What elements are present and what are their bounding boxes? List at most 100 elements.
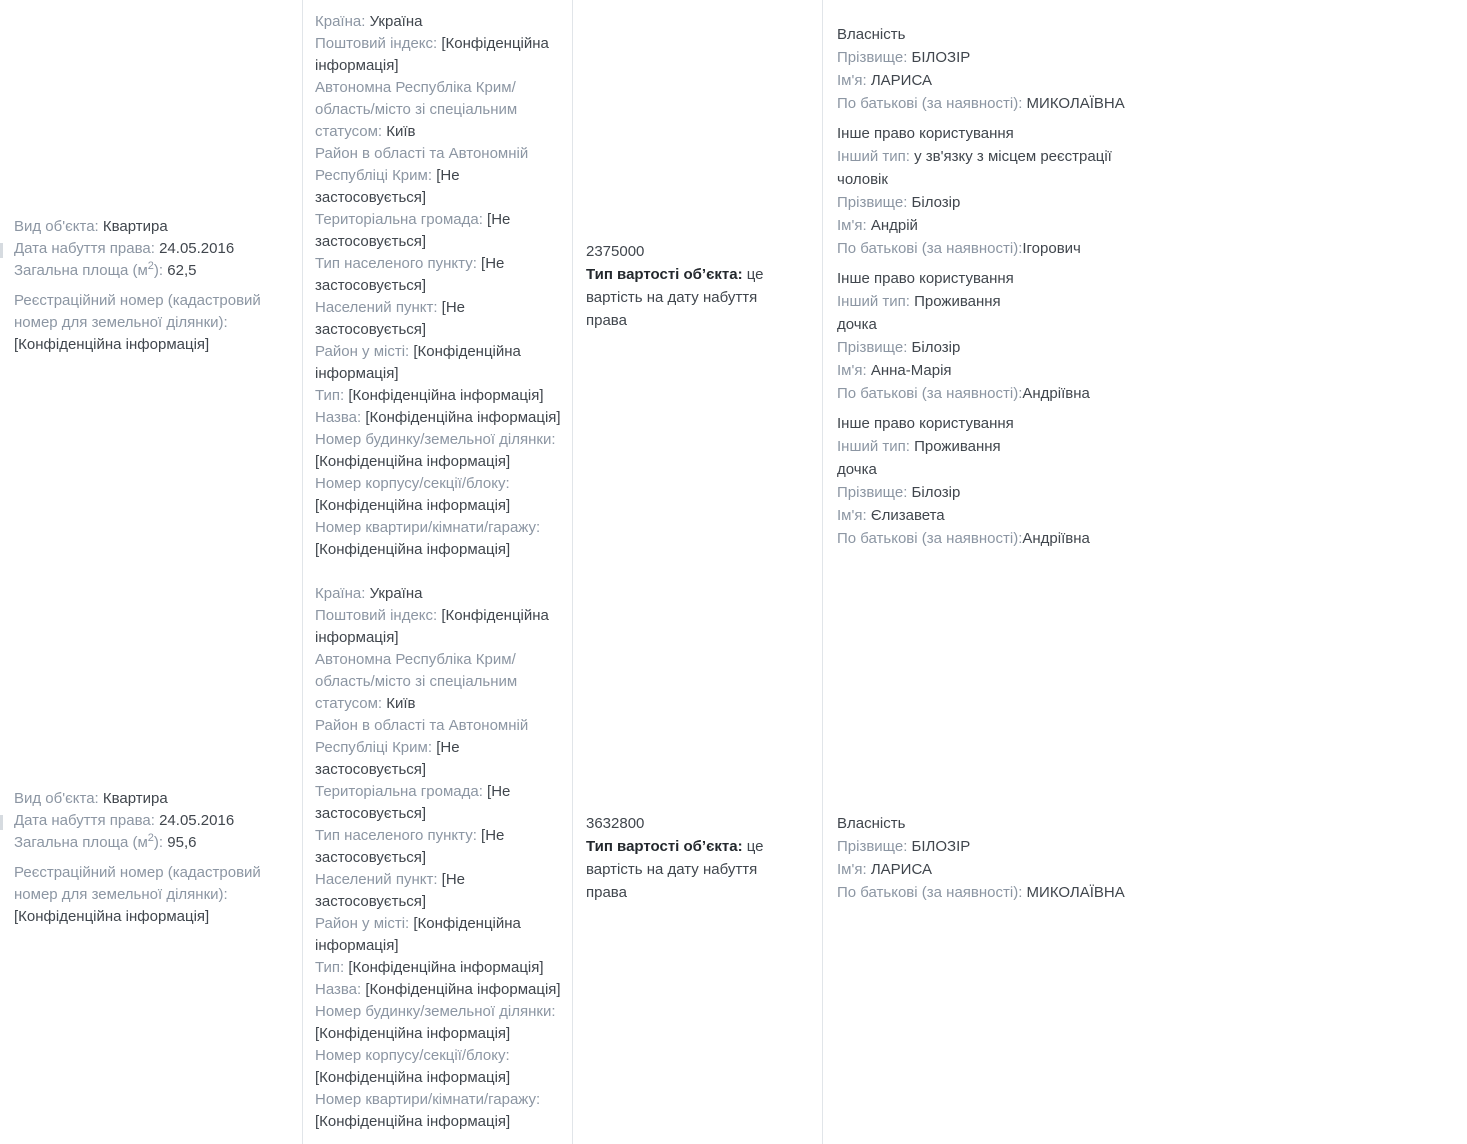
field-line: Район в області та Автономній Республіці… <box>315 715 562 781</box>
field-value: Київ <box>386 123 416 140</box>
field-line: Поштовий індекс: [Конфіденційна інформац… <box>315 605 562 649</box>
location-fields: Країна: Україна Поштовий індекс: [Конфіде… <box>315 11 562 561</box>
field-value: Єлизавета <box>870 506 945 524</box>
field-value: Україна <box>369 585 423 602</box>
field-label: По батькові (за наявності): <box>837 384 1023 402</box>
field-value: Проживання <box>914 292 1001 310</box>
field-value: [Конфіденційна інформація] <box>348 959 544 976</box>
rights-info: Власність Прізвище: БІЛОЗІР Ім'я: ЛАРИСА По… <box>837 812 1182 904</box>
field-label: Країна: <box>315 585 370 602</box>
field-value: [Конфіденційна інформація] <box>315 343 521 382</box>
location-fields: Країна: Україна Поштовий індекс: [Конфіде… <box>315 583 562 1133</box>
clipped-edge-artifact <box>0 243 3 258</box>
field-label: Ім'я: <box>837 71 871 89</box>
right-type: Власність <box>837 23 1182 46</box>
field-label: Поштовий індекс: <box>315 35 442 52</box>
field-line: Прізвище: БІЛОЗІР <box>837 46 1182 69</box>
field-label: Тип населеного пункту: <box>315 827 482 844</box>
field-label: ): <box>153 834 168 851</box>
rights-info: Власність Прізвище: БІЛОЗІР Ім'я: ЛАРИСА По… <box>837 23 1182 550</box>
field-label: Прізвище: <box>837 193 912 211</box>
field-value: Білозір <box>911 338 961 356</box>
field-line: Ім'я: ЛАРИСА <box>837 69 1182 92</box>
field-extra-line: дочка <box>837 315 877 333</box>
field-line: Тип населеного пункту: [Не застосовуєтьс… <box>315 253 562 297</box>
field-label: Номер будинку/земельної ділянки: <box>315 431 556 448</box>
field-value: [Конфіденційна інформація] <box>348 387 544 404</box>
field-label: Номер будинку/земельної ділянки: <box>315 1003 556 1020</box>
field-value: [Не застосовується] <box>315 783 511 822</box>
field-value: [Не застосовується] <box>315 871 466 910</box>
right-type: Інше право користування <box>837 122 1182 145</box>
right-type-label: Інше право користування <box>837 124 1014 142</box>
right-type: Інше право користування <box>837 412 1182 435</box>
field-line: Населений пункт: [Не застосовується] <box>315 297 562 341</box>
field-value: Андріївна <box>1022 384 1090 402</box>
field-label: Територіальна громада: <box>315 783 488 800</box>
field-value: Андріївна <box>1022 529 1090 547</box>
field-label: Загальна площа (м <box>14 262 148 279</box>
valuation-amount: 3632800 <box>586 812 770 835</box>
valuation-type-text: це вартість на дату набуття права <box>586 838 764 901</box>
field-line: Номер квартири/кімнати/гаражу: [Конфіден… <box>315 1089 562 1133</box>
field-label: Поштовий індекс: <box>315 607 442 624</box>
field-value: [Конфіденційна інформація] <box>14 336 210 353</box>
right-type-label: Власність <box>837 815 906 832</box>
field-label: ): <box>153 262 168 279</box>
field-label: Район у місті: <box>315 915 414 932</box>
right-block: Інше право користування Інший тип: у зв'я… <box>837 122 1182 260</box>
right-type-label: Інше право користування <box>837 414 1014 432</box>
field-line: По батькові (за наявності): МИКОЛАЇВНА <box>837 92 1182 115</box>
field-line: По батькові (за наявності):Ігорович <box>837 237 1182 260</box>
field-value: Україна <box>369 13 423 30</box>
right-type-label: Інше право користування <box>837 269 1014 287</box>
field-value: 62,5 <box>167 262 197 279</box>
object-cell: Вид об'єкта: Квартира Дата набуття права:… <box>0 0 303 572</box>
field-line: Інший тип: у зв'язку з місцем реєстрації… <box>837 145 1182 191</box>
field-line: Вид об'єкта: Квартира <box>14 216 285 238</box>
field-line: По батькові (за наявності): МИКОЛАЇВНА <box>837 881 1182 904</box>
field-label: Прізвище: <box>837 838 912 855</box>
field-label: Країна: <box>315 13 370 30</box>
field-line: Територіальна громада: [Не застосовуєтьс… <box>315 209 562 253</box>
field-line: Країна: Україна <box>315 11 562 33</box>
field-label: Ім'я: <box>837 506 871 524</box>
valuation-type-label: Тип вартості об’єкта: <box>586 838 743 855</box>
superscript: 2 <box>147 832 154 844</box>
field-line: Район в області та Автономній Республіці… <box>315 143 562 209</box>
field-value: [Конфіденційна інформація] <box>315 497 511 514</box>
field-line: Номер корпусу/секції/блоку: [Конфіденцій… <box>315 1045 562 1089</box>
field-value: [Не застосовується] <box>315 299 466 338</box>
registration-number: Реєстраційний номер (кадастровий номер д… <box>14 290 285 356</box>
field-label: Інший тип: <box>837 292 915 310</box>
field-line: Автономна Республіка Крим/область/місто … <box>315 77 562 143</box>
valuation-cell: 3632800 Тип вартості об’єкта: це вартість… <box>573 572 823 1144</box>
field-label: Номер корпусу/секції/блоку: <box>315 475 510 492</box>
location-cell: Країна: Україна Поштовий індекс: [Конфіде… <box>303 0 573 572</box>
valuation-amount: 2375000 <box>586 240 770 263</box>
field-label: Реєстраційний номер (кадастровий номер д… <box>14 292 261 331</box>
field-label: Вид об'єкта: <box>14 218 103 235</box>
field-line: Інший тип: Проживання дочка <box>837 290 1182 336</box>
object-cell: Вид об'єкта: Квартира Дата набуття права:… <box>0 572 303 1144</box>
field-label: Загальна площа (м <box>14 834 148 851</box>
field-value: [Конфіденційна інформація] <box>365 981 561 998</box>
field-label: По батькові (за наявності): <box>837 529 1023 547</box>
object-info: Вид об'єкта: Квартира Дата набуття права:… <box>14 216 285 356</box>
rights-cell: Власність Прізвище: БІЛОЗІР Ім'я: ЛАРИСА По… <box>823 0 1467 572</box>
field-line: По батькові (за наявності):Андріївна <box>837 382 1182 405</box>
field-line: Територіальна громада: [Не застосовуєтьс… <box>315 781 562 825</box>
field-label: Дата набуття права: <box>14 812 160 829</box>
object-fields: Вид об'єкта: Квартира Дата набуття права:… <box>14 216 285 282</box>
field-line: Район у місті: [Конфіденційна інформація… <box>315 341 562 385</box>
field-label: Вид об'єкта: <box>14 790 103 807</box>
field-label: Прізвище: <box>837 338 912 356</box>
field-value: БІЛОЗІР <box>911 48 971 66</box>
field-value: Білозір <box>911 193 961 211</box>
field-value: [Конфіденційна інформація] <box>14 908 210 925</box>
field-extra-line: дочка <box>837 460 877 478</box>
field-line: Країна: Україна <box>315 583 562 605</box>
field-value: МИКОЛАЇВНА <box>1026 94 1125 112</box>
field-line: Загальна площа (м2): 62,5 <box>14 260 285 282</box>
field-line: Тип населеного пункту: [Не застосовуєтьс… <box>315 825 562 869</box>
